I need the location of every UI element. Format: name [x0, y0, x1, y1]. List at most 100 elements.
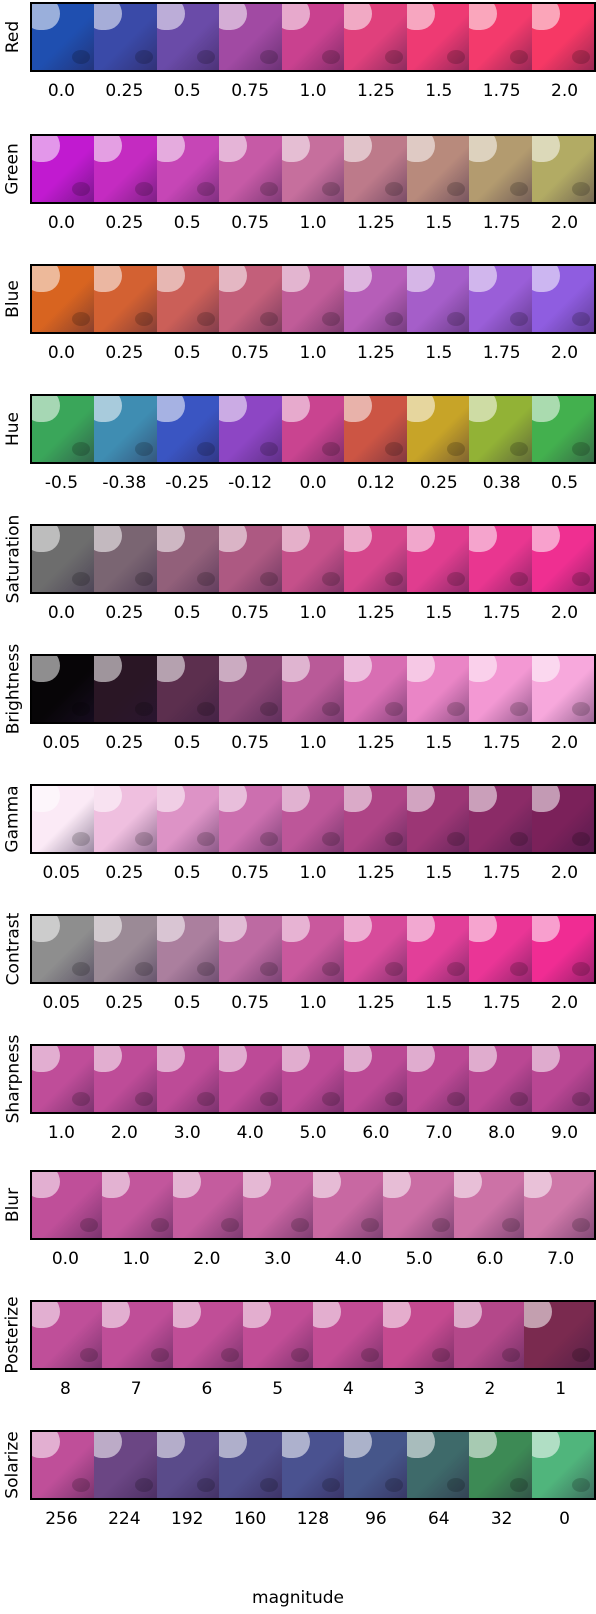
- tick-label: -0.5: [44, 473, 79, 493]
- row-label: Green: [0, 136, 26, 202]
- image-tile: [32, 1302, 103, 1368]
- image-tile: [281, 136, 345, 202]
- image-tile: [219, 916, 282, 982]
- tick-label: 0.0: [47, 343, 75, 363]
- tick-labels: 0.0 0.25 0.5 0.75 1.0 1.25 1.5 1.75 2.0: [30, 80, 596, 102]
- row-solarize: Solarize 256 224 192 160 128 96 64 32 0: [0, 1430, 596, 1554]
- image-tile: [531, 396, 594, 462]
- image-tile: [406, 396, 470, 462]
- image-tile: [219, 1046, 282, 1112]
- image-tile: [94, 266, 157, 332]
- tick-label: 2: [484, 1379, 496, 1399]
- row-label-text: Solarize: [3, 1431, 23, 1499]
- tick-label: 1.75: [482, 733, 521, 753]
- tick-label: 3.0: [264, 1249, 292, 1269]
- row-label-text: Brightness: [3, 643, 23, 735]
- tick-label: 1.5: [425, 81, 453, 101]
- tick-labels: 0.05 0.25 0.5 0.75 1.0 1.25 1.5 1.75 2.0: [30, 862, 596, 884]
- tick-label: 2.0: [551, 343, 579, 363]
- tick-label: 0.25: [105, 213, 144, 233]
- tick-label: 1.0: [299, 993, 327, 1013]
- tick-label: 0.0: [47, 81, 75, 101]
- tick-label: 128: [296, 1509, 330, 1529]
- tick-label: 1.25: [356, 863, 395, 883]
- image-tile: [156, 1432, 220, 1498]
- image-tile: [344, 786, 407, 852]
- tick-label: 0.5: [173, 213, 201, 233]
- row-label-text: Gamma: [3, 785, 24, 853]
- tick-label: 1.25: [356, 733, 395, 753]
- row-label: Gamma: [0, 785, 26, 853]
- image-tile: [94, 1432, 157, 1498]
- image-tile: [406, 786, 470, 852]
- tick-label: 1.75: [482, 863, 521, 883]
- tick-label: 3.0: [173, 1123, 201, 1143]
- image-tile: [219, 136, 282, 202]
- image-tile: [242, 1172, 313, 1238]
- image-strip: [30, 394, 596, 464]
- tick-label: 1.75: [482, 603, 521, 623]
- image-tile: [344, 1432, 407, 1498]
- row-blue: Blue 0.0 0.25 0.5 0.75 1.0 1.25 1.5 1.75 2.0: [0, 264, 596, 388]
- tick-label: -0.38: [102, 473, 147, 493]
- tick-label: 8.0: [488, 1123, 516, 1143]
- tick-labels: 8 7 6 5 4 3 2 1: [30, 1378, 596, 1400]
- tick-label: 2.0: [551, 603, 579, 623]
- image-tile: [219, 526, 282, 592]
- row-label: Blur: [0, 1172, 26, 1238]
- image-tile: [94, 4, 157, 70]
- image-tile: [469, 396, 532, 462]
- image-tile: [453, 1302, 524, 1368]
- tick-label: 0.25: [105, 81, 144, 101]
- image-tile: [156, 266, 220, 332]
- image-tile: [32, 1172, 103, 1238]
- image-tile: [94, 916, 157, 982]
- image-tile: [531, 136, 594, 202]
- tick-label: 0.25: [105, 343, 144, 363]
- row-label-text: Blur: [3, 1187, 23, 1223]
- x-axis-label: magnitude: [252, 1588, 344, 1608]
- image-tile: [406, 656, 470, 722]
- image-strip: [30, 784, 596, 854]
- image-tile: [32, 786, 95, 852]
- image-tile: [406, 266, 470, 332]
- tick-label: 1.25: [356, 213, 395, 233]
- tick-label: 6: [201, 1379, 213, 1399]
- image-strip: [30, 524, 596, 594]
- image-strip: [30, 134, 596, 204]
- tick-label: 1.25: [356, 603, 395, 623]
- tick-label: 1.0: [47, 1123, 75, 1143]
- image-tile: [156, 656, 220, 722]
- tick-label: 160: [233, 1509, 267, 1529]
- tick-label: 2.0: [551, 733, 579, 753]
- image-tile: [406, 1432, 470, 1498]
- image-strip: [30, 914, 596, 984]
- tick-label: 0.75: [231, 343, 270, 363]
- tick-label: 2.0: [551, 213, 579, 233]
- image-strip: [30, 264, 596, 334]
- tick-label: 1.5: [425, 213, 453, 233]
- tick-label: 3: [413, 1379, 425, 1399]
- image-tile: [219, 396, 282, 462]
- tick-label: 192: [171, 1509, 204, 1529]
- row-label: Sharpness: [0, 1035, 26, 1124]
- image-tile: [313, 1172, 384, 1238]
- tick-label: 1.75: [482, 81, 521, 101]
- image-tile: [531, 526, 594, 592]
- tick-label: 4.0: [334, 1249, 362, 1269]
- row-label-text: Sharpness: [3, 1034, 23, 1124]
- image-tile: [32, 266, 95, 332]
- image-tile: [172, 1172, 243, 1238]
- tick-label: 1.5: [425, 733, 453, 753]
- image-tile: [281, 1046, 345, 1112]
- image-tile: [523, 1302, 594, 1368]
- image-tile: [469, 4, 532, 70]
- tick-label: 0.75: [231, 81, 270, 101]
- image-tile: [281, 266, 345, 332]
- tick-label: 5.0: [299, 1123, 327, 1143]
- row-brightness: Brightness 0.05 0.25 0.5 0.75 1.0 1.25 1.5 1.75 2…: [0, 644, 596, 778]
- tick-label: 256: [45, 1509, 78, 1529]
- image-tile: [344, 266, 407, 332]
- row-blur: Blur 0.0 1.0 2.0 3.0 4.0 5.0 6.0 7.0: [0, 1170, 596, 1294]
- tick-label: 0.38: [482, 473, 521, 493]
